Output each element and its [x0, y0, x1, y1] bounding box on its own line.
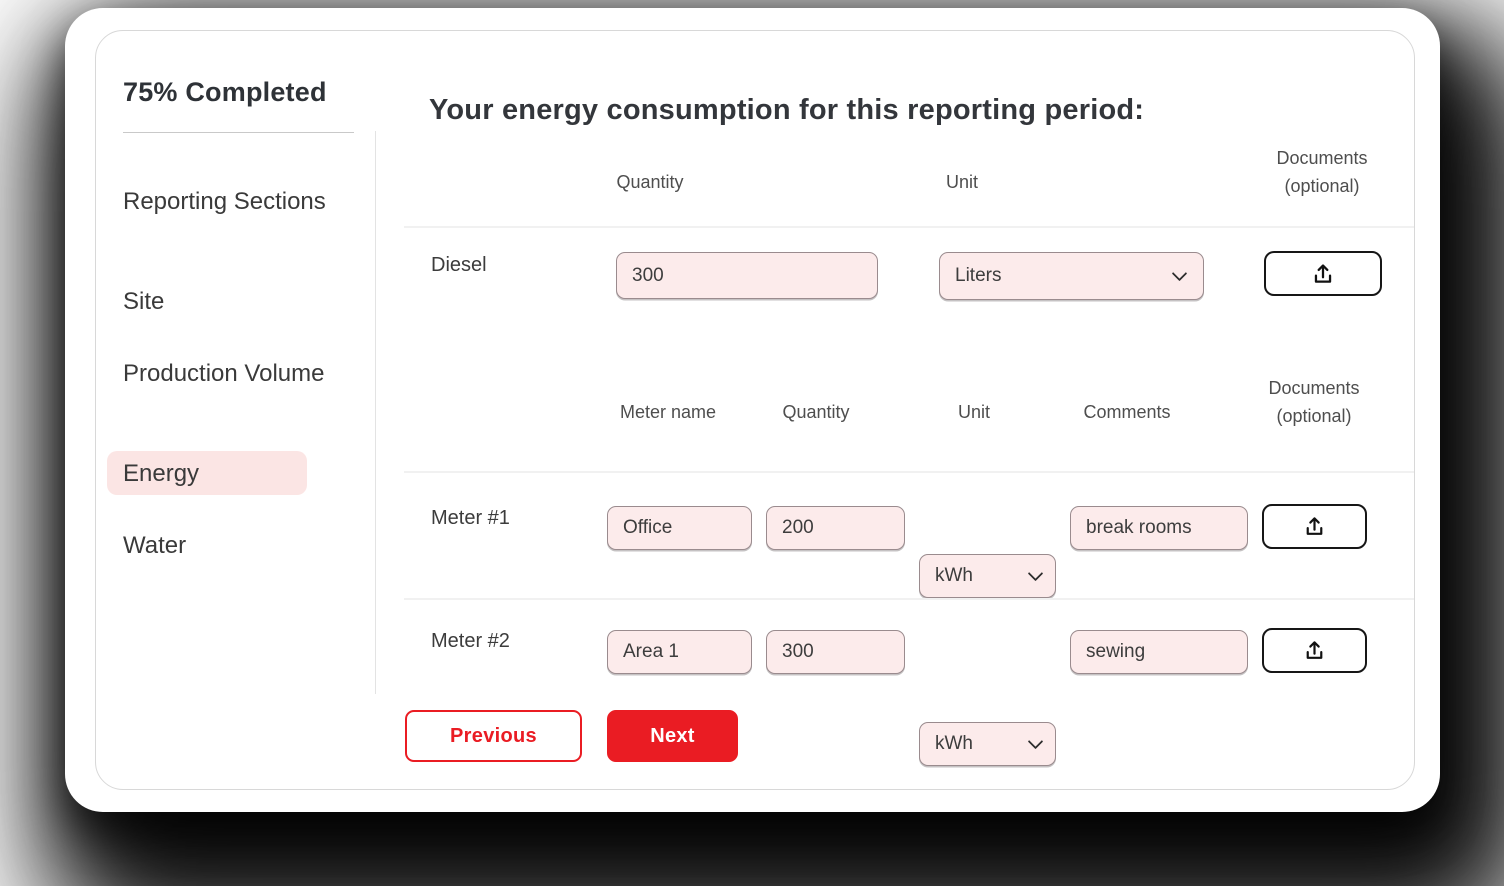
meter-row-label: Meter #1: [431, 507, 510, 529]
column-header-documents-line1: Documents: [1276, 148, 1368, 168]
meter-row-label: Meter #2: [431, 630, 510, 652]
column-header-documents-line1: Documents: [1268, 378, 1360, 398]
column-header-documents: Documents (optional): [1268, 374, 1359, 430]
column-header-documents-line2: (optional): [1276, 406, 1352, 426]
meter1-comments-input[interactable]: break rooms: [1070, 506, 1248, 550]
meter1-name-input[interactable]: Office: [607, 506, 752, 550]
divider: [375, 131, 376, 694]
upload-icon: [1302, 638, 1327, 663]
column-header-meter-name: Meter name: [619, 402, 717, 422]
diesel-unit-value: Liters: [955, 265, 1002, 286]
sidebar-item-water[interactable]: Water: [123, 532, 187, 559]
divider: [404, 471, 1414, 473]
meter-row: Meter #2 Area 1 300 kWh sewing: [96, 123, 1414, 766]
meter-row: Meter #1 Office 200 kWh break rooms: [96, 79, 1414, 598]
column-header-documents-line2: (optional): [1284, 176, 1360, 196]
progress-label: 75% Completed: [123, 77, 327, 107]
meter2-quantity-input[interactable]: 300: [766, 630, 905, 674]
column-header-documents: Documents (optional): [1276, 144, 1367, 200]
meter1-upload-button[interactable]: [1262, 504, 1367, 549]
upload-icon: [1302, 514, 1327, 539]
column-header-unit: Unit: [957, 402, 991, 422]
chevron-down-icon: [1171, 265, 1188, 282]
diesel-upload-button[interactable]: [1264, 251, 1382, 296]
chevron-down-icon: [1027, 733, 1044, 750]
meter2-upload-button[interactable]: [1262, 628, 1367, 673]
meter2-name-input[interactable]: Area 1: [607, 630, 752, 674]
fuel-row-label: Diesel: [431, 254, 487, 276]
meter2-unit-value: kWh: [935, 733, 973, 754]
column-header-quantity: Quantity: [616, 172, 684, 192]
meter2-unit-select[interactable]: kWh: [919, 722, 1056, 766]
diesel-unit-select[interactable]: Liters: [939, 252, 1204, 300]
previous-button[interactable]: Previous: [405, 710, 582, 762]
fuel-row: Diesel 300 Liters: [96, 31, 1414, 300]
divider: [404, 598, 1414, 600]
column-header-quantity: Quantity: [782, 402, 850, 422]
meter1-quantity-input[interactable]: 200: [766, 506, 905, 550]
diesel-quantity-input[interactable]: 300: [616, 252, 878, 299]
report-panel: 75% Completed Reporting Sections Site Pr…: [95, 30, 1415, 790]
upload-icon: [1310, 261, 1336, 287]
sidebar-item-reporting-sections[interactable]: Reporting Sections: [123, 188, 326, 215]
chevron-down-icon: [1027, 565, 1044, 582]
sidebar-item-site[interactable]: Site: [123, 288, 165, 315]
sidebar-item-production-volume[interactable]: Production Volume: [123, 360, 325, 387]
active-item-highlight: [107, 451, 307, 495]
column-header-comments: Comments: [1083, 402, 1171, 422]
report-card: 75% Completed Reporting Sections Site Pr…: [65, 8, 1440, 812]
meter1-unit-value: kWh: [935, 565, 973, 586]
next-button[interactable]: Next: [607, 710, 738, 762]
meter1-unit-select[interactable]: kWh: [919, 554, 1056, 598]
sidebar-item-energy[interactable]: Energy: [123, 460, 200, 487]
page-title: Your energy consumption for this reporti…: [429, 94, 1145, 126]
divider: [404, 226, 1414, 228]
meter2-comments-input[interactable]: sewing: [1070, 630, 1248, 674]
divider: [123, 132, 354, 133]
column-header-unit: Unit: [945, 172, 979, 192]
